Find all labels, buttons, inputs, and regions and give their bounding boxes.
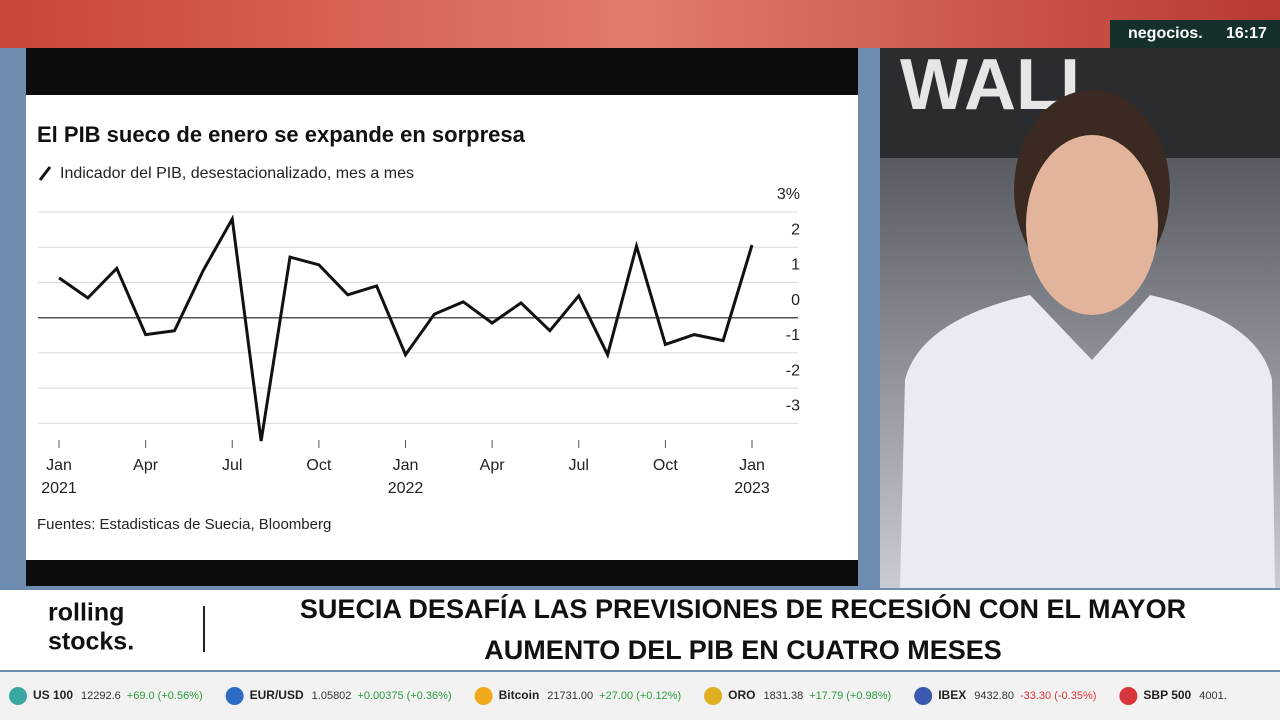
ticker-change: +69.0 (+0.56%) xyxy=(127,690,203,702)
chart: El PIB sueco de enero se expande en sorp… xyxy=(37,122,800,533)
y-tick-label: 3% xyxy=(777,186,800,203)
ticker-name: SBP 500 xyxy=(1143,688,1191,702)
ticker-change: +0.00375 (+0.36%) xyxy=(357,690,451,702)
ticker-icon xyxy=(474,687,493,705)
ticker-icon xyxy=(704,687,723,705)
ticker-price: 21731.00 xyxy=(547,690,593,702)
y-tick-label: 0 xyxy=(791,292,800,309)
ticker-icon xyxy=(225,687,244,705)
ticker-change: +27.00 (+0.12%) xyxy=(599,690,681,702)
channel-name: negocios. xyxy=(1128,25,1203,42)
ticker-name: US 100 xyxy=(33,688,73,702)
headline: AUMENTO DEL PIB EN CUATRO MESES xyxy=(484,635,1002,665)
ticker-bar xyxy=(0,672,1280,720)
x-tick-label: Oct xyxy=(306,457,331,474)
x-tick-label: Apr xyxy=(133,457,159,474)
ticker-icon xyxy=(914,687,933,705)
ticker-icon xyxy=(1119,687,1138,705)
data-line xyxy=(58,214,754,442)
y-tick-label: -2 xyxy=(786,362,800,379)
x-tick-label: Oct xyxy=(653,457,678,474)
x-tick-label: Apr xyxy=(480,457,506,474)
chart-subtitle: Indicador del PIB, desestacionalizado, m… xyxy=(60,165,414,182)
x-tick-label: Jan 2021 xyxy=(41,457,77,497)
ticker-name: ORO xyxy=(728,688,755,702)
y-tick-label: 2 xyxy=(791,221,800,238)
show-name: stocks. xyxy=(48,628,134,656)
x-tick-label: Jan 2022 xyxy=(388,457,424,497)
presenter-face xyxy=(1026,135,1158,315)
x-tick-label: Jul xyxy=(569,457,589,474)
top-strip xyxy=(0,0,1280,48)
chart-panel xyxy=(26,95,858,560)
y-tick-label: -3 xyxy=(786,398,800,415)
ticker-price: 1831.38 xyxy=(763,690,803,702)
y-tick-label: -1 xyxy=(786,327,800,344)
channel-badge xyxy=(1110,20,1280,48)
ticker-price: 4001. xyxy=(1199,690,1227,702)
ticker-name: IBEX xyxy=(938,688,966,702)
chart-title: El PIB sueco de enero se expande en sorp… xyxy=(37,122,526,147)
ticker-change: -33.30 (-0.35%) xyxy=(1020,690,1096,702)
headline: SUECIA DESAFÍA LAS PREVISIONES DE RECESI… xyxy=(300,593,1186,624)
lower-third xyxy=(0,590,1280,670)
x-tick-label: Jan 2023 xyxy=(734,457,770,497)
y-tick-label: 1 xyxy=(791,257,800,274)
ticker-name: EUR/USD xyxy=(250,688,304,702)
ticker-price: 12292.6 xyxy=(81,690,121,702)
ticker-icon xyxy=(9,687,27,705)
ticker-name: Bitcoin xyxy=(499,688,540,702)
ticker-change: +17.79 (+0.98%) xyxy=(809,690,891,702)
chart-source: Fuentes: Estadisticas de Suecia, Bloombe… xyxy=(37,516,331,533)
show-name: rolling xyxy=(48,599,124,627)
legend-swatch xyxy=(38,166,52,181)
ticker-price: 9432.80 xyxy=(974,690,1014,702)
ticker-price: 1.05802 xyxy=(312,690,352,702)
ticker: US 100 12292.6 +69.0 (+0.56%) EUR/USD 1.0580… xyxy=(9,687,1227,705)
presenter-shirt xyxy=(900,295,1275,588)
clock: 16:17 xyxy=(1226,25,1267,42)
x-tick-label: Jul xyxy=(222,457,242,474)
